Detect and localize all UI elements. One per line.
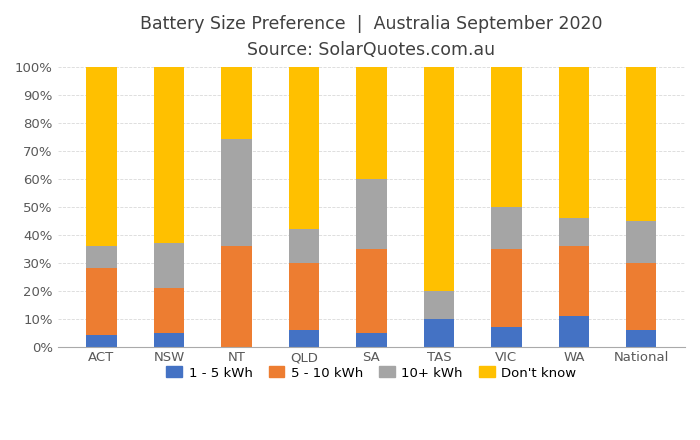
Bar: [491, 206, 522, 249]
Bar: [356, 333, 386, 347]
Bar: [559, 218, 589, 246]
Bar: [221, 66, 251, 139]
Bar: [559, 66, 589, 218]
Bar: [288, 229, 319, 263]
Bar: [86, 335, 117, 347]
Bar: [626, 66, 657, 220]
Bar: [288, 330, 319, 347]
Bar: [491, 66, 522, 206]
Bar: [424, 290, 454, 319]
Bar: [288, 263, 319, 330]
Bar: [154, 333, 184, 347]
Bar: [86, 268, 117, 335]
Bar: [154, 288, 184, 333]
Bar: [424, 319, 454, 347]
Bar: [86, 66, 117, 246]
Bar: [356, 66, 386, 179]
Bar: [491, 327, 522, 347]
Bar: [626, 263, 657, 330]
Title: Battery Size Preference  |  Australia September 2020
Source: SolarQuotes.com.au: Battery Size Preference | Australia Sept…: [140, 15, 603, 59]
Bar: [559, 316, 589, 347]
Bar: [424, 66, 454, 290]
Bar: [154, 243, 184, 288]
Bar: [491, 249, 522, 327]
Bar: [356, 249, 386, 333]
Bar: [221, 246, 251, 347]
Bar: [626, 330, 657, 347]
Bar: [86, 246, 117, 268]
Bar: [288, 66, 319, 229]
Bar: [626, 220, 657, 263]
Bar: [356, 179, 386, 249]
Bar: [154, 66, 184, 243]
Bar: [221, 139, 251, 246]
Bar: [559, 246, 589, 316]
Legend: 1 - 5 kWh, 5 - 10 kWh, 10+ kWh, Don't know: 1 - 5 kWh, 5 - 10 kWh, 10+ kWh, Don't kn…: [161, 361, 582, 385]
